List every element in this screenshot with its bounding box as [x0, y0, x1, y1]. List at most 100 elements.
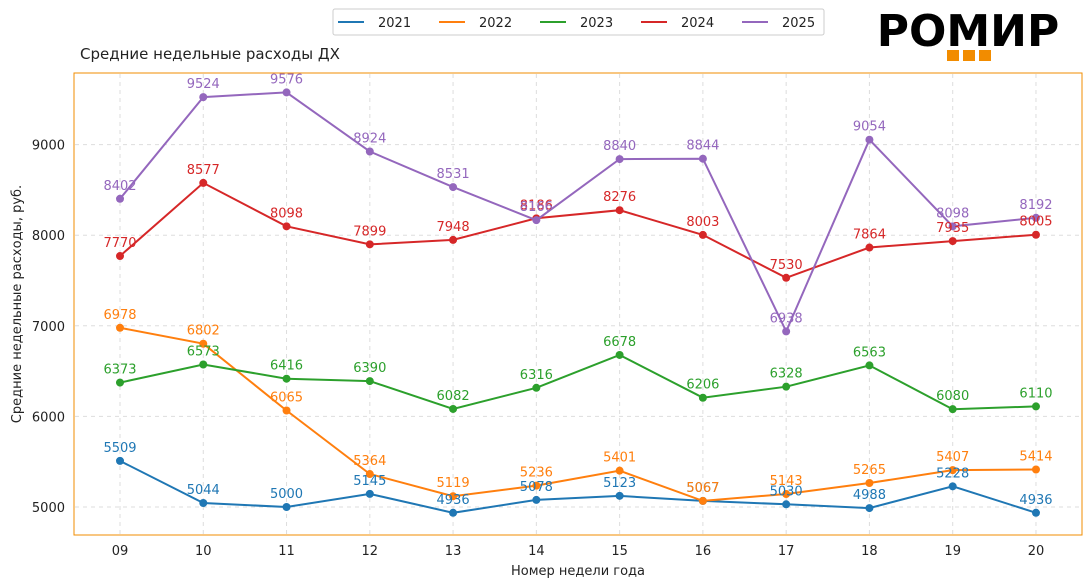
data-point-2024 [782, 273, 791, 282]
data-point-2025 [615, 155, 624, 164]
data-label-2023: 6416 [270, 359, 303, 374]
data-label-2025: 8402 [103, 179, 136, 194]
data-point-2023 [449, 404, 458, 413]
data-label-2021: 5509 [103, 441, 136, 456]
y-axis-label: Средние недельные расходы, руб. [10, 185, 25, 423]
x-tick-label: 20 [1028, 544, 1045, 559]
data-label-2024: 7948 [437, 220, 470, 235]
data-label-2021: 4988 [853, 488, 886, 503]
data-label-2024: 8276 [603, 190, 636, 205]
legend: 2021 2022 2023 2024 2025 [332, 8, 825, 36]
data-point-2022 [532, 481, 541, 490]
data-point-2022 [282, 406, 291, 415]
x-tick-label: 17 [778, 544, 795, 559]
data-label-2022: 6978 [103, 308, 136, 323]
data-point-2022 [615, 466, 624, 475]
data-point-2025 [365, 147, 374, 156]
data-label-2025: 8840 [603, 139, 636, 154]
data-label-2021: 5000 [270, 487, 303, 502]
data-point-2025 [449, 183, 458, 192]
data-point-2021 [199, 499, 208, 508]
data-label-2024: 8098 [270, 206, 303, 221]
legend-label-2021: 2021 [378, 16, 411, 31]
data-point-2021 [532, 495, 541, 504]
data-label-2025: 8844 [686, 139, 719, 154]
data-point-2021 [282, 503, 291, 511]
data-label-2022: 6065 [270, 391, 303, 406]
data-label-2021: 5145 [353, 474, 386, 489]
data-point-2022 [698, 496, 707, 505]
data-label-2022: 5236 [520, 466, 553, 481]
x-tick-label: 14 [528, 544, 545, 559]
data-point-2025 [282, 88, 291, 97]
x-tick-label: 11 [278, 544, 295, 559]
data-point-2025 [698, 154, 707, 163]
x-tick-label: 12 [362, 544, 379, 559]
data-point-2025 [1031, 213, 1040, 222]
data-point-2024 [199, 178, 208, 187]
plot-frame [73, 72, 1083, 536]
data-point-2024 [116, 252, 124, 261]
data-point-2022 [365, 470, 374, 479]
data-label-2023: 6206 [686, 378, 719, 393]
data-point-2021 [449, 508, 458, 517]
data-label-2024: 7935 [936, 221, 969, 236]
data-label-2022: 5143 [770, 474, 803, 489]
data-point-2022 [449, 492, 458, 501]
data-point-2024 [948, 237, 957, 246]
data-point-2025 [199, 93, 208, 102]
series-line-2024 [119, 181, 1037, 279]
data-point-2025 [865, 135, 874, 144]
data-point-2023 [365, 377, 374, 386]
data-label-2022: 6802 [187, 324, 220, 339]
x-axis-ticks: 09 10 11 12 13 14 15 16 17 18 19 20 [112, 544, 1045, 559]
data-label-2023: 6328 [770, 367, 803, 382]
data-point-2023 [615, 350, 624, 359]
data-point-2021 [116, 456, 124, 465]
data-point-2024 [282, 222, 291, 231]
y-tick-label: 9000 [32, 139, 65, 154]
data-label-2021: 5044 [187, 483, 220, 498]
data-point-2025 [532, 216, 541, 225]
data-label-2025: 6938 [770, 311, 803, 326]
data-label-2024: 7770 [103, 236, 136, 251]
data-label-2023: 6573 [187, 344, 220, 359]
data-label-2025: 9054 [853, 120, 886, 135]
data-point-2023 [532, 383, 541, 392]
data-point-2021 [782, 500, 791, 509]
x-tick-label: 16 [695, 544, 712, 559]
data-point-2022 [1031, 465, 1040, 474]
data-label-2022: 5414 [1019, 449, 1052, 464]
data-label-2024: 7530 [770, 258, 803, 273]
legend-label-2022: 2022 [479, 16, 512, 31]
data-point-2022 [782, 490, 791, 499]
data-point-2023 [1031, 402, 1040, 411]
data-label-2025: 8531 [437, 167, 470, 182]
data-label-2022: 5364 [353, 454, 386, 469]
data-label-2023: 6080 [936, 389, 969, 404]
data-point-2023 [698, 393, 707, 402]
data-label-2024: 7864 [853, 228, 886, 243]
data-label-2025: 8192 [1019, 198, 1052, 213]
data-point-2022 [948, 466, 957, 475]
data-label-2025: 8924 [353, 131, 386, 146]
data-point-2022 [865, 478, 874, 487]
x-axis-label: Номер недели года [511, 564, 645, 579]
series-line-2021 [119, 460, 1037, 514]
legend-box [332, 8, 825, 36]
data-point-2023 [865, 361, 874, 370]
logo-square [947, 50, 959, 61]
data-point-2023 [199, 360, 208, 369]
chart-title: Средние недельные расходы ДХ [80, 45, 340, 63]
series-line-2022 [119, 326, 1037, 502]
data-point-2023 [116, 378, 124, 387]
data-label-2023: 6678 [603, 335, 636, 350]
data-point-2023 [948, 405, 957, 414]
data-label-2025: 9524 [187, 77, 220, 92]
data-label-2023: 6563 [853, 345, 886, 360]
data-label-2021: 5078 [520, 480, 553, 495]
data-point-2022 [199, 339, 208, 348]
data-point-2025 [948, 222, 957, 231]
data-point-2022 [116, 323, 124, 332]
data-label-2021: 5030 [770, 484, 803, 499]
